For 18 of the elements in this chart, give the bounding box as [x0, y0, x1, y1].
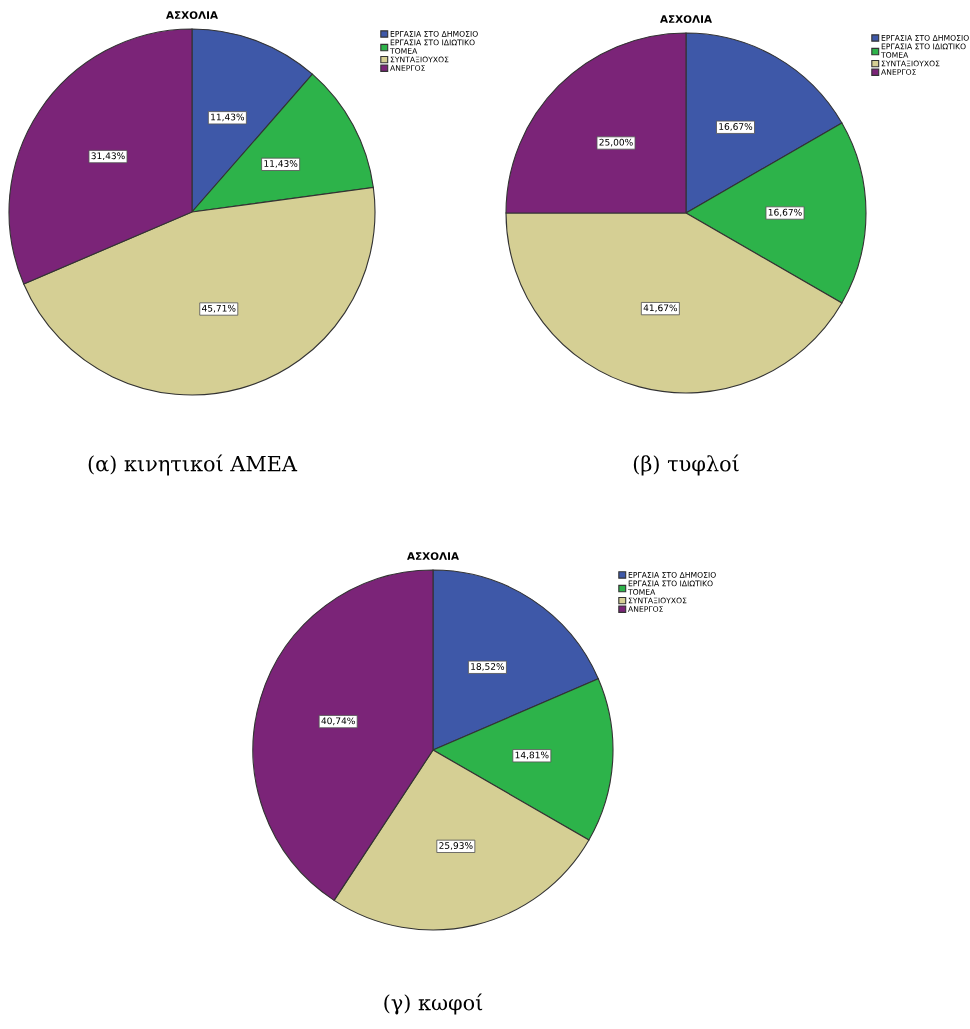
text: (α) κινητικοί ΑΜΕΑ: [88, 454, 298, 476]
data-label: 41,67%: [643, 304, 678, 313]
text: (γ) κωφοί: [384, 993, 483, 1015]
data-label: 31,43%: [91, 152, 125, 161]
text: (β) τυφλοί: [633, 454, 739, 476]
data-label: 16,67%: [719, 123, 753, 131]
data-label: 11,43%: [211, 113, 245, 122]
data-label: 40,74%: [321, 717, 355, 726]
data-label: 25,93%: [439, 842, 473, 850]
data-label: 11,43%: [264, 160, 298, 168]
chart-title: ΑΣΧΟΛΙΑ: [407, 552, 459, 561]
data-label: 25,00%: [599, 138, 633, 147]
data-label: 16,67%: [768, 208, 802, 217]
data-label: 45,71%: [202, 304, 236, 313]
data-label: 18,52%: [471, 663, 505, 671]
chart-title: ΑΣΧΟΛΙΑ: [660, 15, 712, 24]
data-label: 14,81%: [515, 751, 549, 760]
chart-title: ΑΣΧΟΛΙΑ: [166, 11, 218, 20]
